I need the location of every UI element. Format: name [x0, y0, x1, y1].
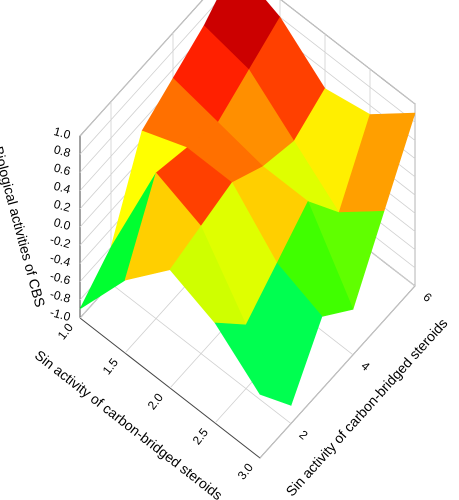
x-tick-label: 2.0	[145, 390, 167, 412]
y-tick-label: 6	[420, 290, 434, 305]
z-tick-label: 0.2	[52, 197, 72, 215]
z-tick-label: 0.6	[52, 161, 72, 179]
z-tick-label: -0.4	[48, 250, 72, 269]
z-tick-label: -0.8	[48, 287, 72, 306]
z-tick-label: 1.0	[52, 124, 72, 142]
grid-line	[79, 0, 416, 137]
z-tick-label: 0.0	[52, 215, 72, 233]
z-tick-label: -1.0	[48, 305, 72, 324]
x-tick-label: 1.0	[55, 320, 77, 342]
x-tick-label: 2.5	[190, 425, 212, 447]
x-tick-label: 1.5	[100, 355, 122, 377]
surface-cell	[214, 322, 292, 406]
y-tick-label: 2	[296, 427, 310, 442]
surface	[79, 0, 416, 406]
z-axis-title: Biological activities of CBS	[0, 145, 48, 309]
x-axis-title: Sin activity of carbon-bridged steroids	[32, 347, 226, 500]
z-tick-label: -0.2	[48, 232, 72, 251]
z-tick-label: 0.4	[52, 179, 72, 197]
y-tick-label: 4	[358, 359, 372, 374]
z-tick-label: -0.6	[48, 269, 72, 288]
z-tick-label: 0.8	[52, 142, 72, 160]
x-tick-label: 3.0	[235, 460, 257, 482]
grid-line	[79, 0, 416, 155]
